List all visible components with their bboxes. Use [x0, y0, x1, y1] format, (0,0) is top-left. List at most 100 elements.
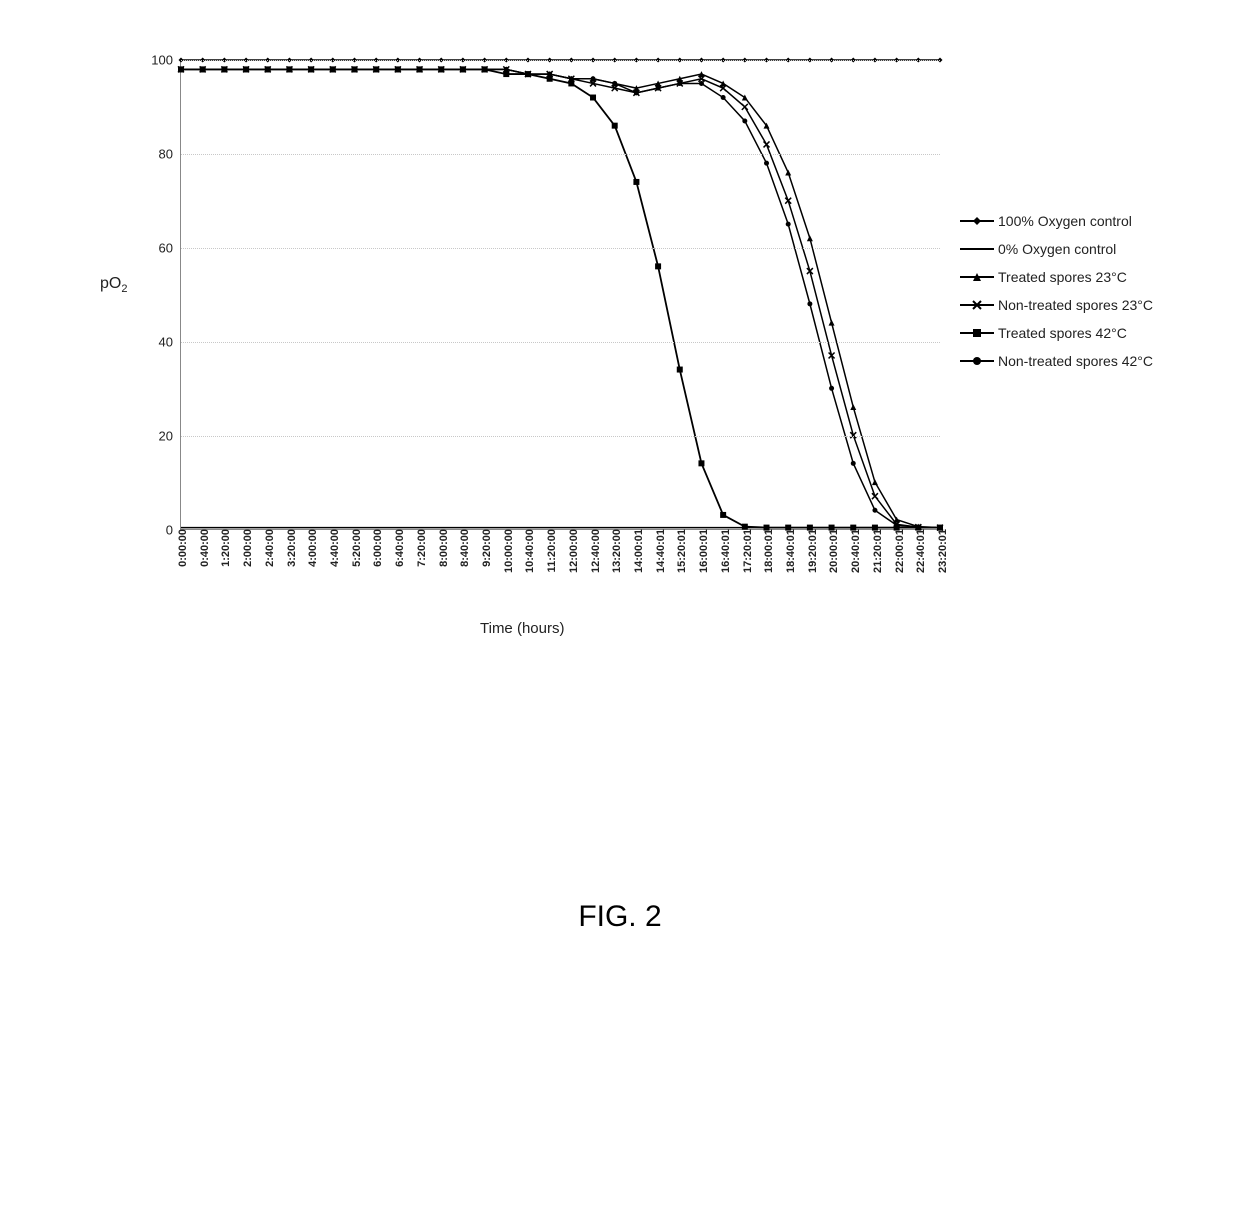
series-marker	[698, 460, 704, 466]
legend-item: Non-treated spores 42°C	[960, 350, 1153, 372]
legend-swatch	[960, 213, 994, 229]
series-marker	[764, 141, 770, 147]
series-marker	[894, 523, 899, 528]
series-marker	[504, 67, 509, 72]
series-marker	[179, 67, 184, 72]
legend-item: 100% Oxygen control	[960, 210, 1153, 232]
xtick-label: 3:20:00	[286, 529, 298, 567]
series-marker	[309, 67, 314, 72]
series-marker	[655, 263, 661, 269]
series-marker	[503, 71, 509, 77]
series-marker	[287, 67, 292, 72]
series-marker	[742, 104, 748, 110]
legend-item: 0% Oxygen control	[960, 238, 1153, 260]
xtick-label: 16:40:01	[720, 529, 732, 573]
series-marker	[829, 320, 835, 326]
xtick-label: 20:40:01	[850, 529, 862, 573]
xtick-label: 18:00:01	[763, 529, 775, 573]
series-line	[181, 69, 940, 527]
xtick-label: 6:00:00	[372, 529, 384, 567]
xtick-label: 2:40:00	[264, 529, 276, 567]
series-marker	[568, 80, 574, 86]
xtick-label: 18:40:01	[785, 529, 797, 573]
xtick-label: 12:40:00	[590, 529, 602, 573]
xtick-label: 21:20:01	[872, 529, 884, 573]
gridline	[181, 436, 940, 437]
series-marker	[677, 81, 682, 86]
xtick-label: 6:40:00	[394, 529, 406, 567]
legend-label: Treated spores 42°C	[998, 325, 1127, 341]
xtick-label: 11:20:00	[546, 529, 558, 572]
series-marker	[633, 179, 639, 185]
series-marker	[872, 479, 878, 485]
series-marker	[352, 67, 357, 72]
series-marker	[482, 67, 487, 72]
series-marker	[807, 301, 812, 306]
legend-item: Treated spores 23°C	[960, 266, 1153, 288]
series-marker	[591, 76, 596, 81]
legend: 100% Oxygen control 0% Oxygen control Trea…	[960, 210, 1153, 378]
xtick-label: 0:40:00	[199, 529, 211, 567]
series-marker	[265, 67, 270, 72]
legend-label: 100% Oxygen control	[998, 213, 1132, 229]
legend-swatch	[960, 269, 994, 285]
xtick-label: 22:00:01	[894, 529, 906, 573]
ytick-label: 20	[159, 429, 181, 444]
ytick-label: 80	[159, 147, 181, 162]
series-marker	[439, 67, 444, 72]
series-marker	[460, 67, 465, 72]
xtick-label: 0:00:00	[177, 529, 189, 567]
figure-container: pO2 0204060801000:00:000:40:001:20:002:0…	[60, 40, 1180, 660]
xtick-label: 7:20:00	[416, 529, 428, 567]
series-marker	[721, 95, 726, 100]
series-marker	[656, 86, 661, 91]
xtick-label: 13:20:00	[611, 529, 623, 573]
series-marker	[807, 235, 813, 241]
xtick-label: 20:00:01	[828, 529, 840, 573]
series-marker	[785, 170, 791, 176]
gridline	[181, 60, 940, 61]
gridline	[181, 342, 940, 343]
xtick-label: 17:20:01	[742, 529, 754, 573]
legend-swatch	[960, 325, 994, 341]
xtick-label: 2:00:00	[242, 529, 254, 567]
xtick-label: 12:00:00	[568, 529, 580, 573]
xtick-label: 10:40:00	[524, 529, 536, 573]
legend-swatch	[960, 297, 994, 313]
xtick-label: 14:00:01	[633, 529, 645, 573]
series-marker	[634, 90, 639, 95]
legend-swatch	[960, 353, 994, 369]
series-marker	[395, 67, 400, 72]
legend-swatch	[960, 241, 994, 257]
ytick-label: 60	[159, 241, 181, 256]
series-marker	[677, 367, 683, 373]
series-marker	[742, 118, 747, 123]
series-marker	[850, 404, 856, 410]
plot-area: 0204060801000:00:000:40:001:20:002:00:00…	[180, 60, 940, 530]
ytick-label: 40	[159, 335, 181, 350]
xtick-label: 22:40:01	[915, 529, 927, 573]
series-marker	[525, 72, 530, 77]
legend-label: Non-treated spores 42°C	[998, 353, 1153, 369]
series-marker	[590, 95, 596, 101]
xtick-label: 10:00:00	[503, 529, 515, 573]
y-axis-label: pO2	[100, 275, 127, 295]
series-marker	[222, 67, 227, 72]
xtick-label: 1:20:00	[220, 529, 232, 567]
x-axis-label: Time (hours)	[480, 620, 564, 637]
series-marker	[374, 67, 379, 72]
xtick-label: 8:00:00	[438, 529, 450, 567]
xtick-label: 4:40:00	[329, 529, 341, 567]
series-marker	[786, 222, 791, 227]
series-line	[181, 69, 940, 527]
xtick-label: 23:20:01	[937, 529, 949, 573]
series-marker	[612, 123, 618, 129]
legend-item: Non-treated spores 23°C	[960, 294, 1153, 316]
legend-label: Non-treated spores 23°C	[998, 297, 1153, 313]
series-marker	[851, 461, 856, 466]
xtick-label: 14:40:01	[655, 529, 667, 573]
series-marker	[829, 386, 834, 391]
xtick-label: 9:20:00	[481, 529, 493, 567]
series-svg	[181, 60, 940, 529]
series-marker	[612, 81, 617, 86]
